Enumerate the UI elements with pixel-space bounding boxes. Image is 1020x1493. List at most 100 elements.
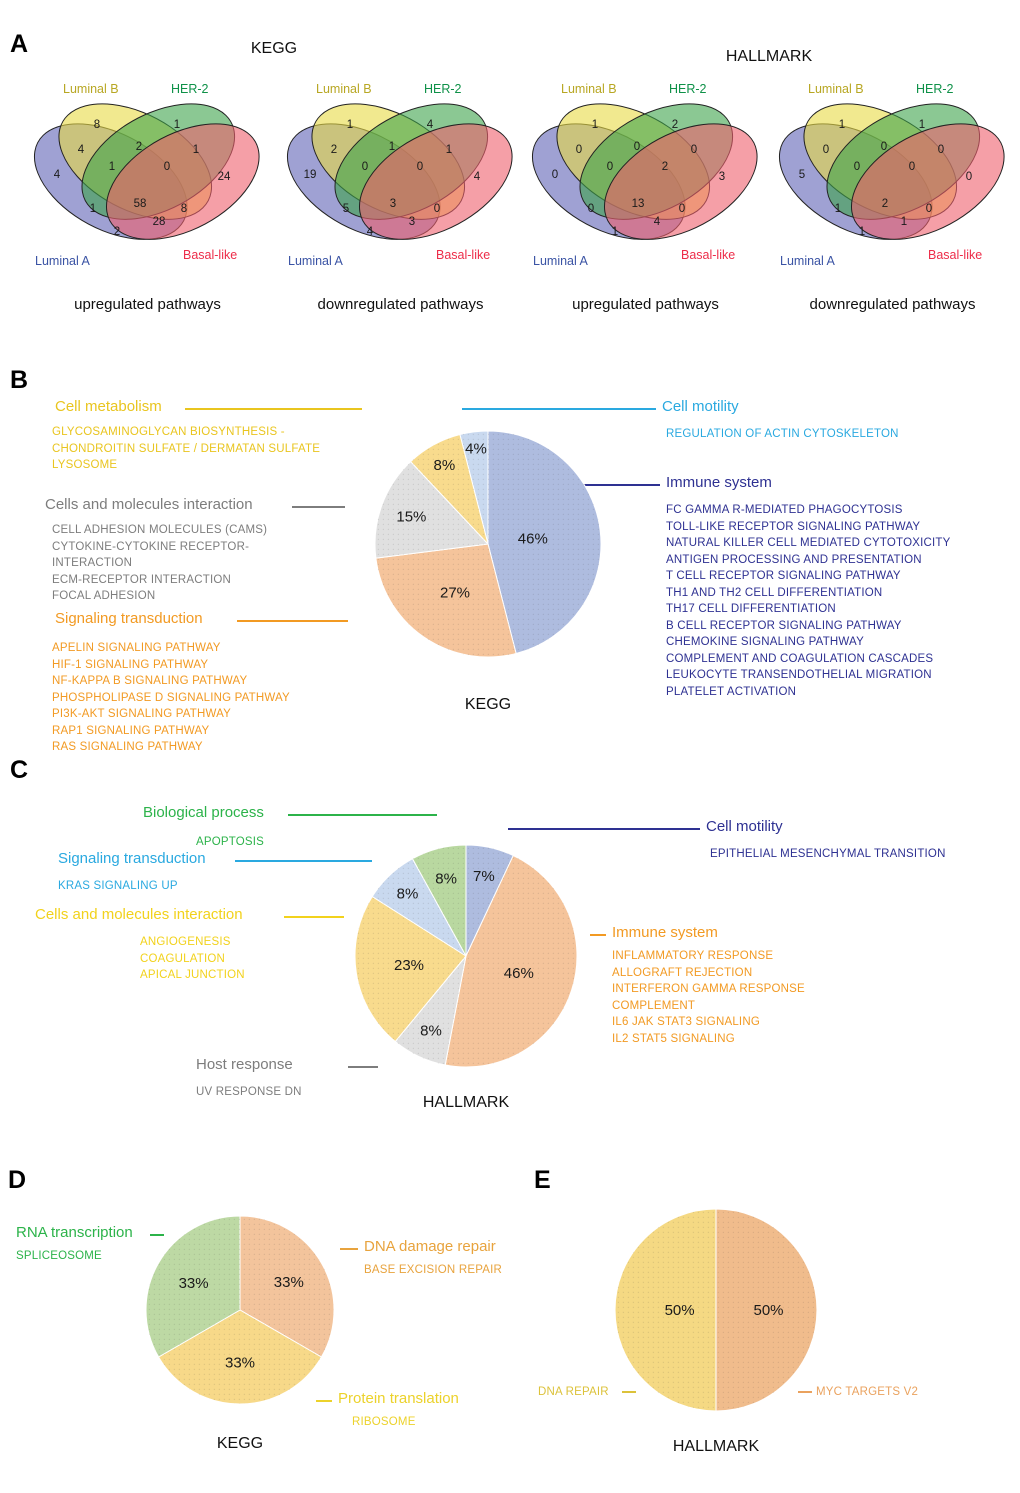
pathway-item: APICAL JUNCTION <box>140 969 245 981</box>
leader-line <box>348 1066 378 1068</box>
venn-count-AC: 5 <box>343 203 349 215</box>
pie-percent-label: 50% <box>753 1302 783 1319</box>
pie-caption: HALLMARK <box>672 1438 760 1455</box>
pathway-item: RAS SIGNALING PATHWAY <box>52 741 203 753</box>
pathway-item: TOLL-LIKE RECEPTOR SIGNALING PATHWAY <box>666 520 921 533</box>
pie-chart-hallmark-shared: 50% 50% <box>614 1208 818 1412</box>
venn-count-BC: 2 <box>136 141 142 153</box>
pie-caption: HALLMARK <box>422 1094 510 1111</box>
protein-translation-heading: Protein translation <box>338 1390 459 1407</box>
venn-count-BD: 8 <box>181 203 187 215</box>
venn-caption: upregulated pathways <box>74 296 221 313</box>
pie-slice-texture <box>240 1216 335 1357</box>
cell-motility-heading: Cell motility <box>706 818 783 835</box>
signaling-transduction-heading: Signaling transduction <box>55 610 203 627</box>
pie-percent-label: 8% <box>434 457 456 474</box>
set-label-her2: HER-2 <box>916 82 954 96</box>
panel-c-label: C <box>10 756 29 784</box>
pathway-item: CELL ADHESION MOLECULES (CAMS) <box>52 524 268 536</box>
pathway-item: NF-KAPPA B SIGNALING PATHWAY <box>52 675 248 687</box>
venn-count-AB: 0 <box>823 144 829 156</box>
pathway-item: ALLOGRAFT REJECTION <box>612 966 753 979</box>
pathway-item: INFLAMMATORY RESPONSE <box>612 950 774 962</box>
pathway-item: SPLICEOSOME <box>16 1250 102 1262</box>
venn-count-ACD: 1 <box>859 226 865 238</box>
venn-diagram: 4 8 1 24 4 2 1 1 0 1 58 8 2 28 <box>25 94 270 246</box>
myc-targets-label: MYC TARGETS V2 <box>816 1386 919 1398</box>
set-label-luminal-a: Luminal A <box>533 254 588 268</box>
leader-line <box>590 934 606 936</box>
pie-slice-texture <box>395 956 466 1066</box>
venn-count-BCD: 0 <box>909 161 915 173</box>
venn-count-CD: 1 <box>446 144 452 156</box>
pathway-item: APOPTOSIS <box>196 836 265 848</box>
pathway-item: EPITHELIAL MESENCHYMAL TRANSITION <box>710 848 946 860</box>
pie-slice-texture <box>410 434 488 544</box>
pathway-item: REGULATION OF ACTIN CYTOSKELETON <box>666 428 899 440</box>
pathway-item: T CELL RECEPTOR SIGNALING PATHWAY <box>666 570 901 582</box>
leader-line <box>235 860 372 862</box>
pie-percent-label: 8% <box>420 1022 442 1039</box>
set-label-her2: HER-2 <box>171 82 209 96</box>
pathway-item: KRAS SIGNALING UP <box>58 880 178 892</box>
venn-count-AB: 4 <box>78 144 85 156</box>
pie-chart-kegg: 4% 46% 27% 15% 8% <box>374 430 602 658</box>
ellipse-basal-like <box>333 101 523 246</box>
venn-count-ABC: 0 <box>854 161 860 173</box>
leader-line <box>462 408 656 410</box>
cell-motility-items: REGULATION OF ACTIN CYTOSKELETON <box>666 426 986 443</box>
ellipse-basal-like <box>578 101 768 246</box>
venn-count-BC: 0 <box>634 141 640 153</box>
host-response-heading: Host response <box>196 1056 293 1073</box>
cells-molecules-items: ANGIOGENESIS COAGULATION APICAL JUNCTION <box>140 934 340 984</box>
pie-percent-label: 33% <box>274 1274 304 1291</box>
venn-hallmark-downregulated: Luminal B HER-2 5 1 1 0 0 0 0 0 0 1 2 0 1 1 Luminal A… <box>770 82 1015 314</box>
set-label-basal-like: Basal-like <box>183 248 238 262</box>
pie-percent-label: 4% <box>465 441 487 458</box>
venn-count-D: 0 <box>966 171 972 183</box>
cells-molecules-items: CELL ADHESION MOLECULES (CAMS) CYTOKINE-C… <box>52 522 292 605</box>
pie-kegg-pathway-categories: 4% 46% 27% 15% 8% KEGG <box>372 428 604 728</box>
pathway-item: PHOSPHOLIPASE D SIGNALING PATHWAY <box>52 691 290 704</box>
pathway-item: TH17 CELL DIFFERENTIATION <box>666 603 836 615</box>
set-label-luminal-b: Luminal B <box>561 82 617 96</box>
panel-d-label: D <box>8 1166 27 1194</box>
venn-count-B: 8 <box>94 119 100 131</box>
pie-percent-label: 46% <box>504 965 534 982</box>
venn-count-C: 4 <box>427 119 434 131</box>
venn-count-BCD: 0 <box>417 161 423 173</box>
pathway-item: HIF-1 SIGNALING PATHWAY <box>52 658 209 671</box>
venn-caption: downregulated pathways <box>317 296 484 313</box>
venn-count-BCD: 0 <box>164 161 170 173</box>
leader-line <box>185 408 362 410</box>
signaling-transduction-heading: Signaling transduction <box>58 850 206 867</box>
pie-slice-texture <box>412 845 466 956</box>
leader-line <box>288 814 437 816</box>
venn-count-ABCD: 2 <box>882 198 888 210</box>
venn-count-D: 24 <box>218 171 231 183</box>
pathway-item: PLATELET ACTIVATION <box>666 685 797 698</box>
ellipse-basal-like <box>825 101 1015 246</box>
pathway-item: B CELL RECEPTOR SIGNALING PATHWAY <box>666 619 902 632</box>
signaling-transduction-items: KRAS SIGNALING UP <box>58 878 278 895</box>
leader-line <box>622 1391 636 1393</box>
pathway-item: TH1 AND TH2 CELL DIFFERENTIATION <box>666 586 883 599</box>
pie-percent-label: 7% <box>473 868 495 885</box>
pie-percent-label: 8% <box>435 871 457 888</box>
venn-count-A: 19 <box>304 169 317 181</box>
ellipse-basal-like <box>80 101 270 246</box>
cell-motility-heading: Cell motility <box>662 398 739 415</box>
panel-b-label: B <box>10 366 29 394</box>
venn-count-ABCD: 13 <box>632 198 645 210</box>
leader-line <box>292 506 345 508</box>
cell-motility-items: EPITHELIAL MESENCHYMAL TRANSITION <box>710 846 1010 863</box>
venn-count-C: 1 <box>919 119 925 131</box>
pathway-item: COMPLEMENT <box>612 999 696 1012</box>
set-label-basal-like: Basal-like <box>436 248 491 262</box>
venn-count-AD: 1 <box>901 216 907 228</box>
leader-line <box>150 1234 164 1236</box>
venn-diagram: 0 1 2 3 0 0 0 0 2 0 13 0 1 4 <box>523 94 768 246</box>
venn-count-ABC: 1 <box>109 161 115 173</box>
venn-count-A: 4 <box>54 169 61 181</box>
